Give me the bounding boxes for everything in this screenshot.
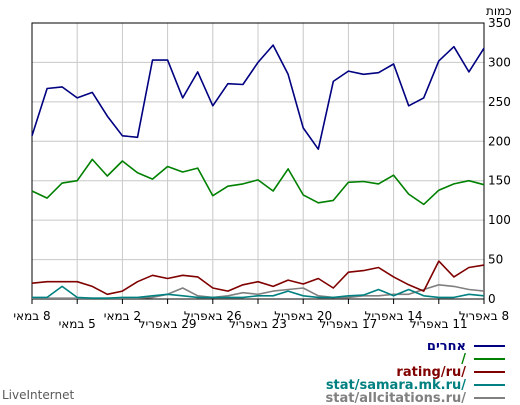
- y-tick-label: 150: [488, 174, 511, 188]
- series-line: [32, 285, 485, 300]
- y-axis-label: כמות: [486, 4, 512, 18]
- x-tick-label: 23 באפריל: [229, 317, 287, 331]
- x-tick-label: 5 במאי: [59, 317, 96, 331]
- x-tick-label: 8 באפריל: [459, 309, 509, 323]
- legend-label: stat/samara.mk.ru/: [326, 378, 466, 393]
- legend: אחרים/rating/ru/stat/samara.mk.ru/stat/a…: [326, 339, 505, 405]
- y-tick-label: 250: [488, 95, 511, 109]
- x-tick-label: 29 באפריל: [139, 317, 197, 331]
- y-tick-label: 0: [488, 292, 496, 306]
- y-tick-label: 50: [488, 253, 503, 267]
- x-tick-label: 2 במאי: [104, 309, 141, 323]
- y-tick-label: 100: [488, 213, 511, 227]
- x-tick-label: 11 באפריל: [410, 317, 468, 331]
- y-tick-label: 200: [488, 134, 511, 148]
- series-line: [31, 44, 485, 150]
- x-tick-label: 8 במאי: [13, 309, 50, 323]
- x-tick-label: 26 באפריל: [184, 309, 242, 323]
- series-line: [31, 260, 485, 296]
- x-tick-label: 17 באפריל: [319, 317, 377, 331]
- x-tick-label: 20 באפריל: [274, 309, 332, 323]
- y-axis-ticks: 0 50 100 150 200 250 300 350: [488, 16, 511, 306]
- legend-label: stat/allcitations.ru/: [326, 391, 467, 405]
- gridlines: [32, 23, 484, 299]
- legend-label: rating/ru/: [396, 365, 466, 380]
- y-tick-label: 350: [488, 16, 511, 30]
- brand-footer: LiveInternet: [2, 388, 74, 402]
- y-tick-label: 300: [488, 55, 511, 69]
- x-tick-label: 14 באפריל: [365, 309, 423, 323]
- legend-label: /: [461, 352, 466, 367]
- legend-label: אחרים: [427, 339, 466, 354]
- series-line: [31, 158, 485, 206]
- series-lines: [31, 44, 485, 300]
